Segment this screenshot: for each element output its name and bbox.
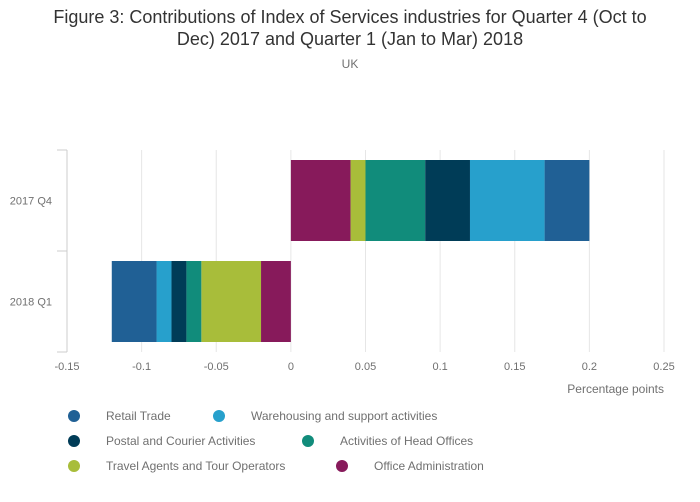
legend-item-travel-agents-and-tour-operators[interactable]: Travel Agents and Tour Operators — [68, 459, 285, 473]
x-tick-label-0-15: 0.15 — [504, 361, 525, 373]
legend-label-office-administration: Office Administration — [374, 459, 484, 473]
chart-title-line-2: Dec) 2017 and Quarter 1 (Jan to Mar) 201… — [176, 29, 524, 49]
x-axis-title: Percentage points — [567, 382, 664, 396]
chart-title-line-1: Figure 3: Contributions of Index of Serv… — [53, 7, 647, 27]
bar-warehousing-and-support-activities-2017-q4[interactable] — [469, 160, 545, 241]
legend-marker-warehousing-and-support-activities — [213, 410, 225, 422]
x-tick-label-0-2: 0.2 — [582, 361, 597, 373]
legend-marker-activities-of-head-offices — [302, 435, 314, 447]
legend-item-warehousing-and-support-activities[interactable]: Warehousing and support activities — [213, 409, 437, 423]
category-label-2018-q1: 2018 Q1 — [10, 297, 52, 309]
x-tick-label-0-1: -0.1 — [132, 361, 151, 373]
x-tick-label-0: 0 — [288, 361, 294, 373]
legend-label-postal-and-courier-activities: Postal and Courier Activities — [106, 434, 255, 448]
category-label-2017-q4: 2017 Q4 — [10, 196, 52, 208]
chart-subtitle: UK — [341, 57, 359, 71]
x-tick-label-0-25: 0.25 — [653, 361, 674, 373]
legend-marker-retail-trade — [68, 410, 80, 422]
bar-warehousing-and-support-activities-2018-q1[interactable] — [156, 261, 172, 342]
legend-marker-travel-agents-and-tour-operators — [68, 460, 80, 472]
x-tick-label-0-1: 0.1 — [432, 361, 447, 373]
bar-activities-of-head-offices-2018-q1[interactable] — [186, 261, 202, 342]
legend-marker-office-administration — [336, 460, 348, 472]
x-tick-label-0-05: -0.05 — [204, 361, 229, 373]
axes: -0.15 -0.1 -0.05 0 0.05 0.1 0.15 0.2 0.25 2017 Q4… — [10, 149, 675, 396]
bar-postal-and-courier-activities-2018-q1[interactable] — [171, 261, 187, 342]
bar-activities-of-head-offices-2017-q4[interactable] — [365, 160, 426, 241]
legend-item-activities-of-head-offices[interactable]: Activities of Head Offices — [302, 434, 473, 448]
bar-office-administration-2018-q1[interactable] — [261, 261, 291, 342]
bar-retail-trade-2017-q4[interactable] — [544, 160, 590, 241]
legend-item-postal-and-courier-activities[interactable]: Postal and Courier Activities — [68, 434, 255, 448]
legend-label-travel-agents-and-tour-operators: Travel Agents and Tour Operators — [106, 459, 285, 473]
legend-item-office-administration[interactable]: Office Administration — [336, 459, 484, 473]
legend-label-retail-trade: Retail Trade — [106, 409, 171, 423]
bars — [111, 160, 590, 342]
bar-postal-and-courier-activities-2017-q4[interactable] — [425, 160, 470, 241]
legend[interactable]: Retail Trade Warehousing and support acti… — [68, 409, 484, 473]
legend-label-activities-of-head-offices: Activities of Head Offices — [340, 434, 473, 448]
bar-retail-trade-2018-q1[interactable] — [111, 261, 157, 342]
chart-title: Figure 3: Contributions of Index of Serv… — [0, 6, 700, 50]
bar-travel-agents-and-tour-operators-2017-q4[interactable] — [350, 160, 366, 241]
legend-marker-postal-and-courier-activities — [68, 435, 80, 447]
x-tick-label-0-15: -0.15 — [54, 361, 79, 373]
x-tick-label-0-05: 0.05 — [355, 361, 376, 373]
legend-label-warehousing-and-support-activities: Warehousing and support activities — [251, 409, 437, 423]
legend-item-retail-trade[interactable]: Retail Trade — [68, 409, 171, 423]
bar-travel-agents-and-tour-operators-2018-q1[interactable] — [201, 261, 262, 342]
bar-office-administration-2017-q4[interactable] — [290, 160, 351, 241]
